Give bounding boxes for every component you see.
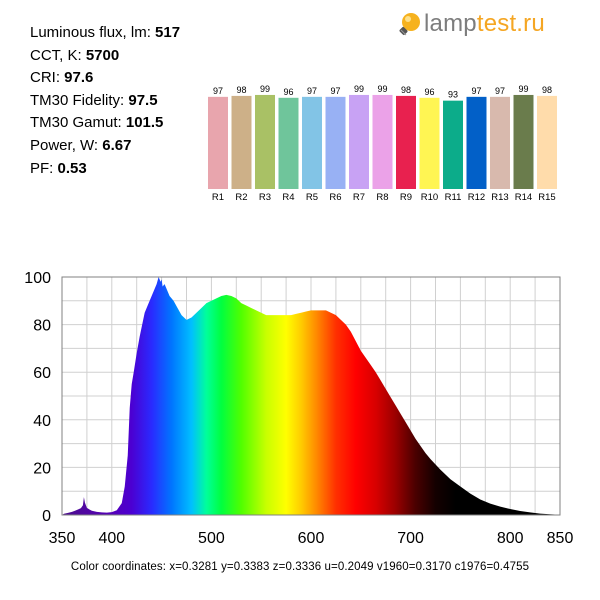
cri-category-label: R6: [329, 192, 341, 203]
cri-bar-r15: [537, 95, 557, 189]
cri-bar-r2: [231, 95, 252, 189]
cri-category-label: R4: [282, 192, 294, 203]
x-tick-label: 400: [98, 530, 125, 547]
param-label: Power, W:: [30, 136, 103, 154]
cri-value-label: 98: [542, 85, 552, 95]
cri-category-label: R11: [445, 192, 462, 203]
cri-category-label: R9: [400, 192, 412, 203]
cri-value-label: 99: [377, 84, 387, 94]
cri-bar-r7: [349, 94, 369, 189]
x-tick-label: 600: [298, 530, 325, 547]
cri-bar-r12: [466, 96, 487, 189]
cri-category-label: R5: [306, 192, 318, 203]
cri-value-label: 99: [518, 84, 528, 94]
param-label: TM30 Fidelity:: [30, 91, 129, 109]
cri-bar-r5: [302, 96, 322, 189]
x-tick-label: 800: [497, 530, 524, 547]
cri-category-label: R1: [212, 192, 224, 203]
spectrum-area: [62, 277, 560, 515]
cri-value-label: 97: [307, 86, 317, 96]
x-tick-label: 500: [198, 530, 225, 547]
param-label: Luminous flux, lm:: [30, 24, 156, 41]
cri-bar-chart: 97 R1 98 R2 99 R3 96 R4 97 R5 97 R6 99 R7 99 R8 98 R9 96 R1…: [208, 84, 557, 203]
param-row: CCT, K: 5700: [30, 45, 180, 68]
param-row: TM30 Gamut: 101.5: [30, 112, 180, 135]
cri-bar-r3: [255, 94, 275, 189]
logo-lamp: lamp: [424, 10, 477, 37]
cri-bar-r6: [325, 96, 346, 189]
cri-category-label: R10: [421, 192, 438, 203]
parameters-panel: Luminous flux, lm: 517 CCT, K: 5700 CRI: 9…: [30, 22, 180, 180]
param-value: 6.67: [102, 136, 132, 154]
cri-category-label: R3: [259, 192, 271, 203]
param-row: TM30 Fidelity: 97.5: [30, 90, 180, 113]
param-value: 97.5: [128, 91, 158, 109]
x-tick-label: 700: [397, 530, 424, 547]
param-row: PF: 0.53: [30, 158, 180, 181]
cri-bar-r11: [443, 100, 463, 189]
cri-value-label: 97: [495, 86, 505, 96]
cri-category-label: R2: [235, 192, 247, 203]
cri-value-label: 97: [213, 86, 223, 96]
logo-text: lamptest.ru: [424, 10, 545, 38]
color-coordinates: Color coordinates: x=0.3281 y=0.3383 z=0…: [70, 561, 530, 573]
cri-value-label: 98: [401, 85, 411, 95]
param-value: 97.6: [64, 69, 94, 87]
x-tick-label: 350: [49, 530, 76, 547]
cri-value-label: 99: [260, 84, 270, 94]
cri-value-label: 98: [236, 85, 246, 95]
cri-bar-r14: [513, 94, 534, 189]
param-row: Power, W: 6.67: [30, 135, 180, 158]
cri-category-label: R7: [353, 192, 365, 203]
y-tick-label: 100: [24, 270, 51, 287]
param-row: Luminous flux, lm: 517: [30, 22, 180, 45]
plot-frame: [61, 276, 561, 516]
y-tick-label: 60: [33, 365, 51, 382]
cri-bar-r9: [396, 95, 416, 189]
cri-bar-r10: [419, 97, 440, 189]
cri-value-label: 96: [424, 87, 434, 97]
y-tick-label: 20: [33, 460, 51, 477]
param-label: PF:: [30, 159, 58, 177]
param-value: 5700: [85, 46, 120, 64]
x-tick-label: 850: [547, 530, 574, 547]
cri-bar-r8: [372, 94, 393, 189]
cri-value-label: 99: [354, 84, 364, 94]
cri-category-label: R12: [468, 192, 485, 203]
param-value: 0.53: [57, 159, 87, 177]
cri-value-label: 96: [283, 87, 293, 97]
cri-bar-r1: [208, 96, 228, 189]
cri-bar-r4: [278, 97, 299, 189]
cri-bar-r13: [490, 96, 510, 189]
param-row: CRI: 97.6: [30, 67, 180, 90]
cri-value-label: 93: [448, 90, 458, 100]
y-tick-label: 0: [42, 508, 51, 525]
y-tick-label: 80: [33, 318, 51, 335]
param-label: CRI:: [30, 69, 65, 87]
y-tick-label: 40: [33, 413, 51, 430]
cri-category-label: R15: [538, 192, 555, 203]
cri-category-label: R13: [491, 192, 508, 203]
cri-value-label: 97: [471, 86, 481, 96]
spectrum-chart: 0 20 40 60 80 100 350 400 500 600 700 800 850: [24, 270, 574, 547]
lightbulb-icon: [399, 13, 420, 36]
param-value: 101.5: [125, 114, 164, 132]
cri-category-label: R14: [515, 192, 532, 203]
logo-test: test.ru: [476, 10, 545, 37]
cri-category-label: R8: [376, 192, 388, 203]
param-value: 517: [155, 24, 181, 41]
param-label: TM30 Gamut:: [30, 114, 126, 132]
param-label: CCT, K:: [30, 46, 86, 64]
site-logo[interactable]: lamptest.ru: [398, 10, 545, 38]
cri-value-label: 97: [330, 86, 340, 96]
